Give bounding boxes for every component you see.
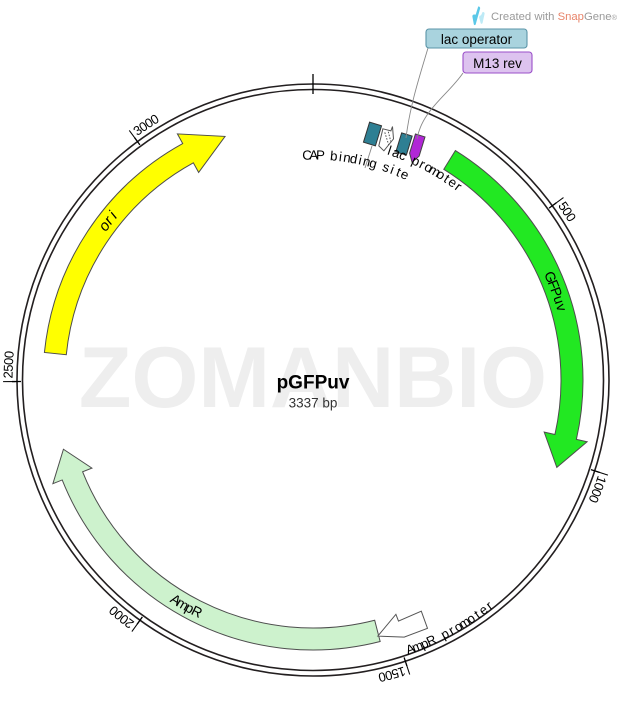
svg-text:P: P — [316, 147, 325, 162]
svg-text:Created with SnapGene®: Created with SnapGene® — [491, 11, 618, 23]
svg-text:0: 0 — [1, 350, 17, 358]
svg-text:b: b — [329, 148, 338, 164]
svg-text:3337 bp: 3337 bp — [289, 396, 338, 411]
svg-text:pGFPuv: pGFPuv — [277, 373, 350, 394]
svg-text:lac operator: lac operator — [441, 32, 513, 47]
svg-text:M13 rev: M13 rev — [473, 56, 522, 71]
svg-text:|: | — [0, 380, 15, 383]
